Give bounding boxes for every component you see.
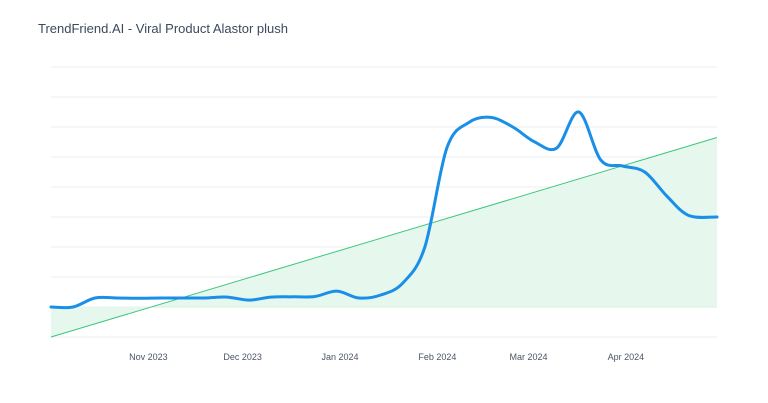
- x-axis-ticks: Nov 2023 Dec 2023 Jan 2024 Feb 2024 Mar 2024…: [129, 352, 644, 362]
- x-tick-label: Mar 2024: [509, 352, 547, 362]
- x-tick-label: Feb 2024: [418, 352, 456, 362]
- trend-line: [50, 137, 718, 338]
- x-tick-label: Jan 2024: [321, 352, 358, 362]
- trend-line-layer: [50, 137, 718, 338]
- series-line-layer: [49, 110, 719, 310]
- x-tick-label: Apr 2024: [608, 352, 645, 362]
- series-line: [49, 110, 719, 310]
- x-tick-label: Nov 2023: [129, 352, 168, 362]
- chart-title: TrendFriend.AI - Viral Product Alastor p…: [38, 21, 289, 36]
- x-tick-label: Dec 2023: [223, 352, 262, 362]
